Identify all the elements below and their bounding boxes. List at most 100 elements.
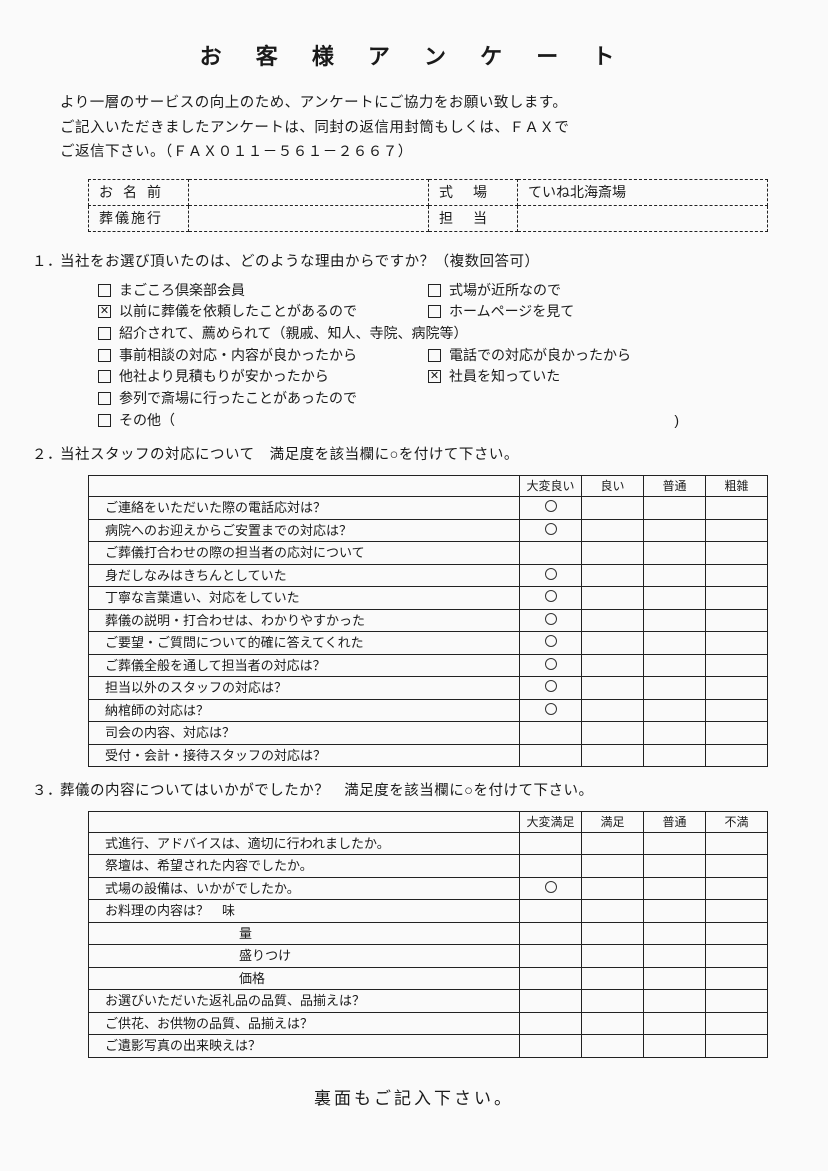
- rating-cell[interactable]: [520, 900, 582, 923]
- rating-cell[interactable]: [706, 744, 768, 767]
- rating-cell[interactable]: [706, 1035, 768, 1058]
- checkbox-icon[interactable]: [428, 284, 441, 297]
- rating-cell[interactable]: [582, 542, 644, 565]
- checkbox-option[interactable]: 紹介されて、薦められて（親戚、知人、寺院、病院等）: [98, 323, 738, 345]
- rating-cell[interactable]: [520, 877, 582, 900]
- rating-cell[interactable]: [520, 519, 582, 542]
- rating-cell[interactable]: [644, 832, 706, 855]
- info-staff-value[interactable]: [518, 205, 768, 231]
- rating-cell[interactable]: [582, 587, 644, 610]
- rating-cell[interactable]: [706, 967, 768, 990]
- rating-cell[interactable]: [644, 519, 706, 542]
- rating-cell[interactable]: [706, 832, 768, 855]
- checkbox-option[interactable]: 式場が近所なので: [428, 280, 561, 302]
- rating-cell[interactable]: [644, 542, 706, 565]
- checkbox-icon[interactable]: [428, 370, 441, 383]
- rating-cell[interactable]: [520, 699, 582, 722]
- rating-cell[interactable]: [706, 677, 768, 700]
- rating-cell[interactable]: [582, 900, 644, 923]
- checkbox-icon[interactable]: [98, 327, 111, 340]
- checkbox-option[interactable]: 事前相談の対応・内容が良かったから: [98, 345, 428, 367]
- checkbox-option[interactable]: まごころ倶楽部会員: [98, 280, 428, 302]
- rating-cell[interactable]: [582, 990, 644, 1013]
- rating-cell[interactable]: [644, 722, 706, 745]
- rating-cell[interactable]: [582, 609, 644, 632]
- rating-cell[interactable]: [644, 564, 706, 587]
- rating-cell[interactable]: [582, 677, 644, 700]
- checkbox-option[interactable]: ホームページを見て: [428, 301, 574, 323]
- rating-cell[interactable]: [706, 497, 768, 520]
- rating-cell[interactable]: [520, 542, 582, 565]
- checkbox-option[interactable]: 以前に葬儀を依頼したことがあるので: [98, 301, 428, 323]
- rating-cell[interactable]: [520, 632, 582, 655]
- rating-cell[interactable]: [520, 922, 582, 945]
- checkbox-option[interactable]: 参列で斎場に行ったことがあったので: [98, 388, 428, 410]
- rating-cell[interactable]: [582, 497, 644, 520]
- rating-cell[interactable]: [644, 1012, 706, 1035]
- checkbox-option[interactable]: 電話での対応が良かったから: [428, 345, 631, 367]
- rating-cell[interactable]: [706, 542, 768, 565]
- rating-cell[interactable]: [520, 967, 582, 990]
- rating-cell[interactable]: [706, 564, 768, 587]
- rating-cell[interactable]: [706, 945, 768, 968]
- rating-cell[interactable]: [644, 967, 706, 990]
- rating-cell[interactable]: [644, 497, 706, 520]
- rating-cell[interactable]: [520, 1035, 582, 1058]
- rating-cell[interactable]: [520, 744, 582, 767]
- rating-cell[interactable]: [582, 744, 644, 767]
- rating-cell[interactable]: [644, 587, 706, 610]
- rating-cell[interactable]: [520, 587, 582, 610]
- rating-cell[interactable]: [644, 744, 706, 767]
- rating-cell[interactable]: [582, 564, 644, 587]
- checkbox-icon[interactable]: [98, 414, 111, 427]
- checkbox-option[interactable]: その他（: [98, 410, 738, 432]
- rating-cell[interactable]: [706, 632, 768, 655]
- rating-cell[interactable]: [582, 877, 644, 900]
- rating-cell[interactable]: [582, 922, 644, 945]
- rating-cell[interactable]: [644, 990, 706, 1013]
- rating-cell[interactable]: [644, 877, 706, 900]
- rating-cell[interactable]: [582, 632, 644, 655]
- rating-cell[interactable]: [520, 990, 582, 1013]
- rating-cell[interactable]: [706, 900, 768, 923]
- rating-cell[interactable]: [520, 945, 582, 968]
- checkbox-icon[interactable]: [98, 305, 111, 318]
- rating-cell[interactable]: [520, 722, 582, 745]
- rating-cell[interactable]: [582, 1035, 644, 1058]
- rating-cell[interactable]: [706, 1012, 768, 1035]
- rating-cell[interactable]: [706, 609, 768, 632]
- rating-cell[interactable]: [644, 699, 706, 722]
- rating-cell[interactable]: [644, 654, 706, 677]
- rating-cell[interactable]: [582, 654, 644, 677]
- rating-cell[interactable]: [644, 677, 706, 700]
- rating-cell[interactable]: [706, 922, 768, 945]
- rating-cell[interactable]: [520, 654, 582, 677]
- rating-cell[interactable]: [644, 1035, 706, 1058]
- rating-cell[interactable]: [644, 855, 706, 878]
- rating-cell[interactable]: [582, 1012, 644, 1035]
- rating-cell[interactable]: [706, 990, 768, 1013]
- checkbox-icon[interactable]: [428, 305, 441, 318]
- rating-cell[interactable]: [644, 922, 706, 945]
- rating-cell[interactable]: [520, 564, 582, 587]
- checkbox-option[interactable]: 他社より見積もりが安かったから: [98, 366, 428, 388]
- rating-cell[interactable]: [520, 1012, 582, 1035]
- checkbox-icon[interactable]: [98, 349, 111, 362]
- rating-cell[interactable]: [520, 677, 582, 700]
- rating-cell[interactable]: [582, 855, 644, 878]
- rating-cell[interactable]: [520, 609, 582, 632]
- rating-cell[interactable]: [706, 722, 768, 745]
- rating-cell[interactable]: [582, 967, 644, 990]
- checkbox-icon[interactable]: [428, 349, 441, 362]
- info-agent-value[interactable]: [189, 205, 429, 231]
- rating-cell[interactable]: [706, 587, 768, 610]
- rating-cell[interactable]: [582, 832, 644, 855]
- info-name-value[interactable]: [189, 179, 429, 205]
- rating-cell[interactable]: [520, 855, 582, 878]
- rating-cell[interactable]: [582, 722, 644, 745]
- rating-cell[interactable]: [582, 699, 644, 722]
- rating-cell[interactable]: [644, 900, 706, 923]
- rating-cell[interactable]: [706, 654, 768, 677]
- rating-cell[interactable]: [644, 609, 706, 632]
- rating-cell[interactable]: [706, 699, 768, 722]
